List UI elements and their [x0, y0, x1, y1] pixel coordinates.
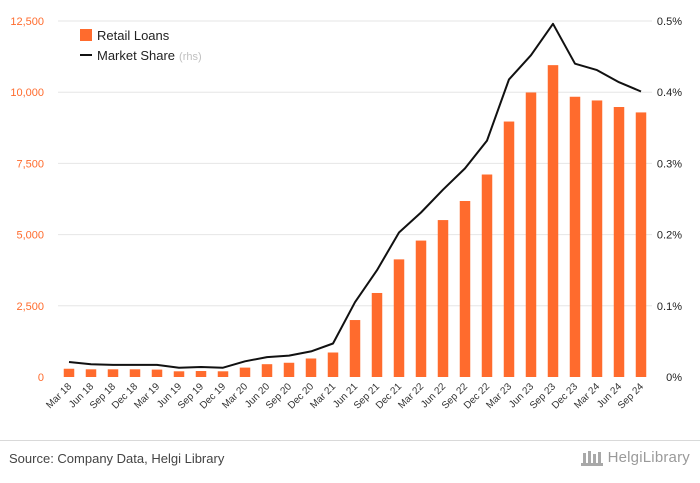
bar — [459, 200, 471, 377]
right-y-axis: 0% 0.1% 0.2% 0.3% 0.4% 0.5% — [657, 16, 682, 384]
helgi-library-logo: HelgiLibrary — [580, 447, 690, 467]
right-axis-tick-label: 0% — [666, 372, 682, 384]
bar-series-retail-loans — [63, 65, 647, 378]
bar — [283, 362, 295, 377]
left-axis-tick-label: 0 — [38, 372, 44, 384]
right-axis-tick-label: 0.3% — [657, 158, 682, 170]
legend-swatch-retail-loans — [80, 29, 92, 41]
right-axis-tick-label: 0.4% — [657, 87, 682, 99]
bar — [107, 369, 119, 377]
bar — [129, 369, 141, 377]
legend-label-market-share: Market Share (rhs) — [97, 48, 202, 63]
bar — [525, 92, 537, 377]
bar — [63, 368, 75, 377]
left-axis-tick-label: 7,500 — [16, 158, 44, 170]
left-axis-tick-label: 5,000 — [16, 230, 44, 242]
line-series-market-share — [68, 22, 642, 369]
right-axis-tick-label: 0.2% — [657, 230, 682, 242]
bar — [635, 112, 647, 377]
bar — [437, 220, 449, 377]
library-building-icon — [580, 451, 603, 466]
bar — [239, 367, 251, 377]
bar — [261, 364, 273, 377]
bar — [481, 174, 493, 377]
legend-market-share-note: (rhs) — [179, 51, 202, 63]
bar — [151, 369, 163, 377]
right-axis-tick-label: 0.5% — [657, 16, 682, 28]
right-axis-tick-label: 0.1% — [657, 301, 682, 313]
bar — [393, 259, 405, 377]
legend: Retail Loans Market Share (rhs) — [80, 28, 202, 63]
bar — [195, 371, 207, 377]
bar — [415, 240, 427, 377]
market-share-line — [68, 22, 642, 369]
left-axis-tick-label: 12,500 — [10, 16, 44, 28]
legend-market-share-name: Market Share — [97, 48, 175, 63]
left-axis-tick-label: 10,000 — [10, 87, 44, 99]
bar — [85, 369, 97, 377]
bar — [217, 371, 229, 377]
bar — [371, 292, 383, 377]
bar — [173, 371, 185, 377]
bar — [327, 352, 339, 377]
bar — [503, 121, 515, 378]
grid-lines — [58, 20, 652, 307]
logo-text: HelgiLibrary — [607, 448, 690, 466]
left-y-axis: 0 2,500 5,000 7,500 10,000 12,500 — [10, 16, 44, 384]
bar — [305, 358, 317, 377]
source-note: Source: Company Data, Helgi Library — [9, 451, 225, 466]
left-axis-tick-label: 2,500 — [16, 301, 44, 313]
bar — [547, 65, 559, 378]
bar — [569, 96, 581, 377]
bar — [613, 107, 625, 378]
footer-divider — [0, 440, 700, 441]
bar — [591, 100, 603, 377]
legend-label-retail-loans: Retail Loans — [97, 28, 170, 43]
bar — [349, 320, 361, 377]
